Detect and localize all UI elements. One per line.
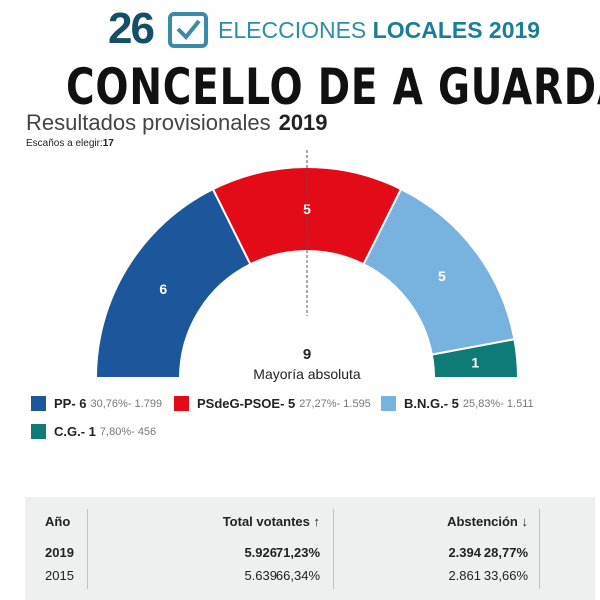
legend-item-cg: C.G.- 1 7,80%- 456 xyxy=(31,424,156,439)
turnout-table: Año Total votantes ↑ Abstención ↓ 2019 5… xyxy=(25,497,595,600)
hemicycle-chart: 6 5 5 1 xyxy=(94,150,520,379)
majority-label: Mayoría absoluta xyxy=(253,366,361,382)
subtitle-text: Resultados provisionales xyxy=(26,110,271,135)
segment-seat-label: 5 xyxy=(303,201,311,217)
legend-detail: 30,76%- 1.799 xyxy=(90,397,163,410)
legend-name: PP- 6 xyxy=(54,396,87,411)
legend-item-pp: PP- 6 30,76%- 1.799 xyxy=(31,396,162,411)
row-abst: 2.394 xyxy=(448,545,481,560)
legend-name: C.G.- 1 xyxy=(54,424,96,439)
legend-swatch xyxy=(174,396,189,411)
row-abst-pct: 28,77% xyxy=(483,545,528,560)
legend-swatch xyxy=(381,396,396,411)
row-voters-pct: 66,34% xyxy=(275,568,320,583)
legend-name: PSdeG-PSOE- 5 xyxy=(197,396,296,411)
legend-item-psoe: PSdeG-PSOE- 5 27,27%- 1.595 xyxy=(174,396,371,411)
seats-value: 17 xyxy=(102,138,114,149)
seats-to-elect: Escaños a elegir:17 xyxy=(26,138,114,149)
header-abstention[interactable]: Abstención ↓ xyxy=(447,514,528,529)
legend-detail: 27,27%- 1.595 xyxy=(299,397,371,410)
arrow-up-icon: ↑ xyxy=(313,514,321,529)
arrow-down-icon: ↓ xyxy=(521,514,529,529)
logo-number: 26 xyxy=(108,4,155,53)
row-abst-pct: 33,66% xyxy=(483,568,528,583)
seats-label: Escaños a elegir: xyxy=(26,138,103,149)
header-total-voters[interactable]: Total votantes ↑ xyxy=(223,514,320,529)
page-title: CONCELLO DE A GUARDA xyxy=(66,58,600,116)
row-voters: 5.639 xyxy=(244,568,277,583)
segment-seat-label: 6 xyxy=(159,281,167,297)
header-abstention-label: Abstención xyxy=(447,514,518,529)
row-voters: 5.926 xyxy=(244,545,277,560)
legend-swatch xyxy=(31,424,46,439)
header-year: Año xyxy=(45,514,71,529)
checkbox-logo-icon xyxy=(168,12,208,48)
logo-text-light: ELECCIONES xyxy=(218,17,367,43)
logo-text: ELECCIONES LOCALES 2019 xyxy=(218,17,540,44)
column-divider xyxy=(87,509,88,589)
legend-detail: 25,83%- 1.511 xyxy=(462,397,534,410)
column-divider xyxy=(539,509,540,589)
legend-name: B.N.G.- 5 xyxy=(404,396,459,411)
row-year: 2015 xyxy=(45,568,74,583)
majority-value: 9 xyxy=(302,346,312,363)
row-voters-pct: 71,23% xyxy=(275,545,320,560)
legend-swatch xyxy=(31,396,46,411)
segment-pp xyxy=(94,187,252,379)
column-divider xyxy=(333,509,334,589)
segment-seat-label: 1 xyxy=(471,354,479,370)
subtitle-year: 2019 xyxy=(278,110,328,135)
logo-text-bold: LOCALES 2019 xyxy=(372,17,541,43)
header-voters-label: Total votantes xyxy=(222,514,310,529)
row-abst: 2.861 xyxy=(448,568,481,583)
segment-seat-label: 5 xyxy=(438,268,446,284)
legend-detail: 7,80%- 456 xyxy=(99,425,157,438)
row-year: 2019 xyxy=(45,545,74,560)
subtitle: Resultados provisionales 2019 xyxy=(26,110,328,136)
legend-item-bng: B.N.G.- 5 25,83%- 1.511 xyxy=(381,396,534,411)
segment-cg xyxy=(430,338,520,379)
